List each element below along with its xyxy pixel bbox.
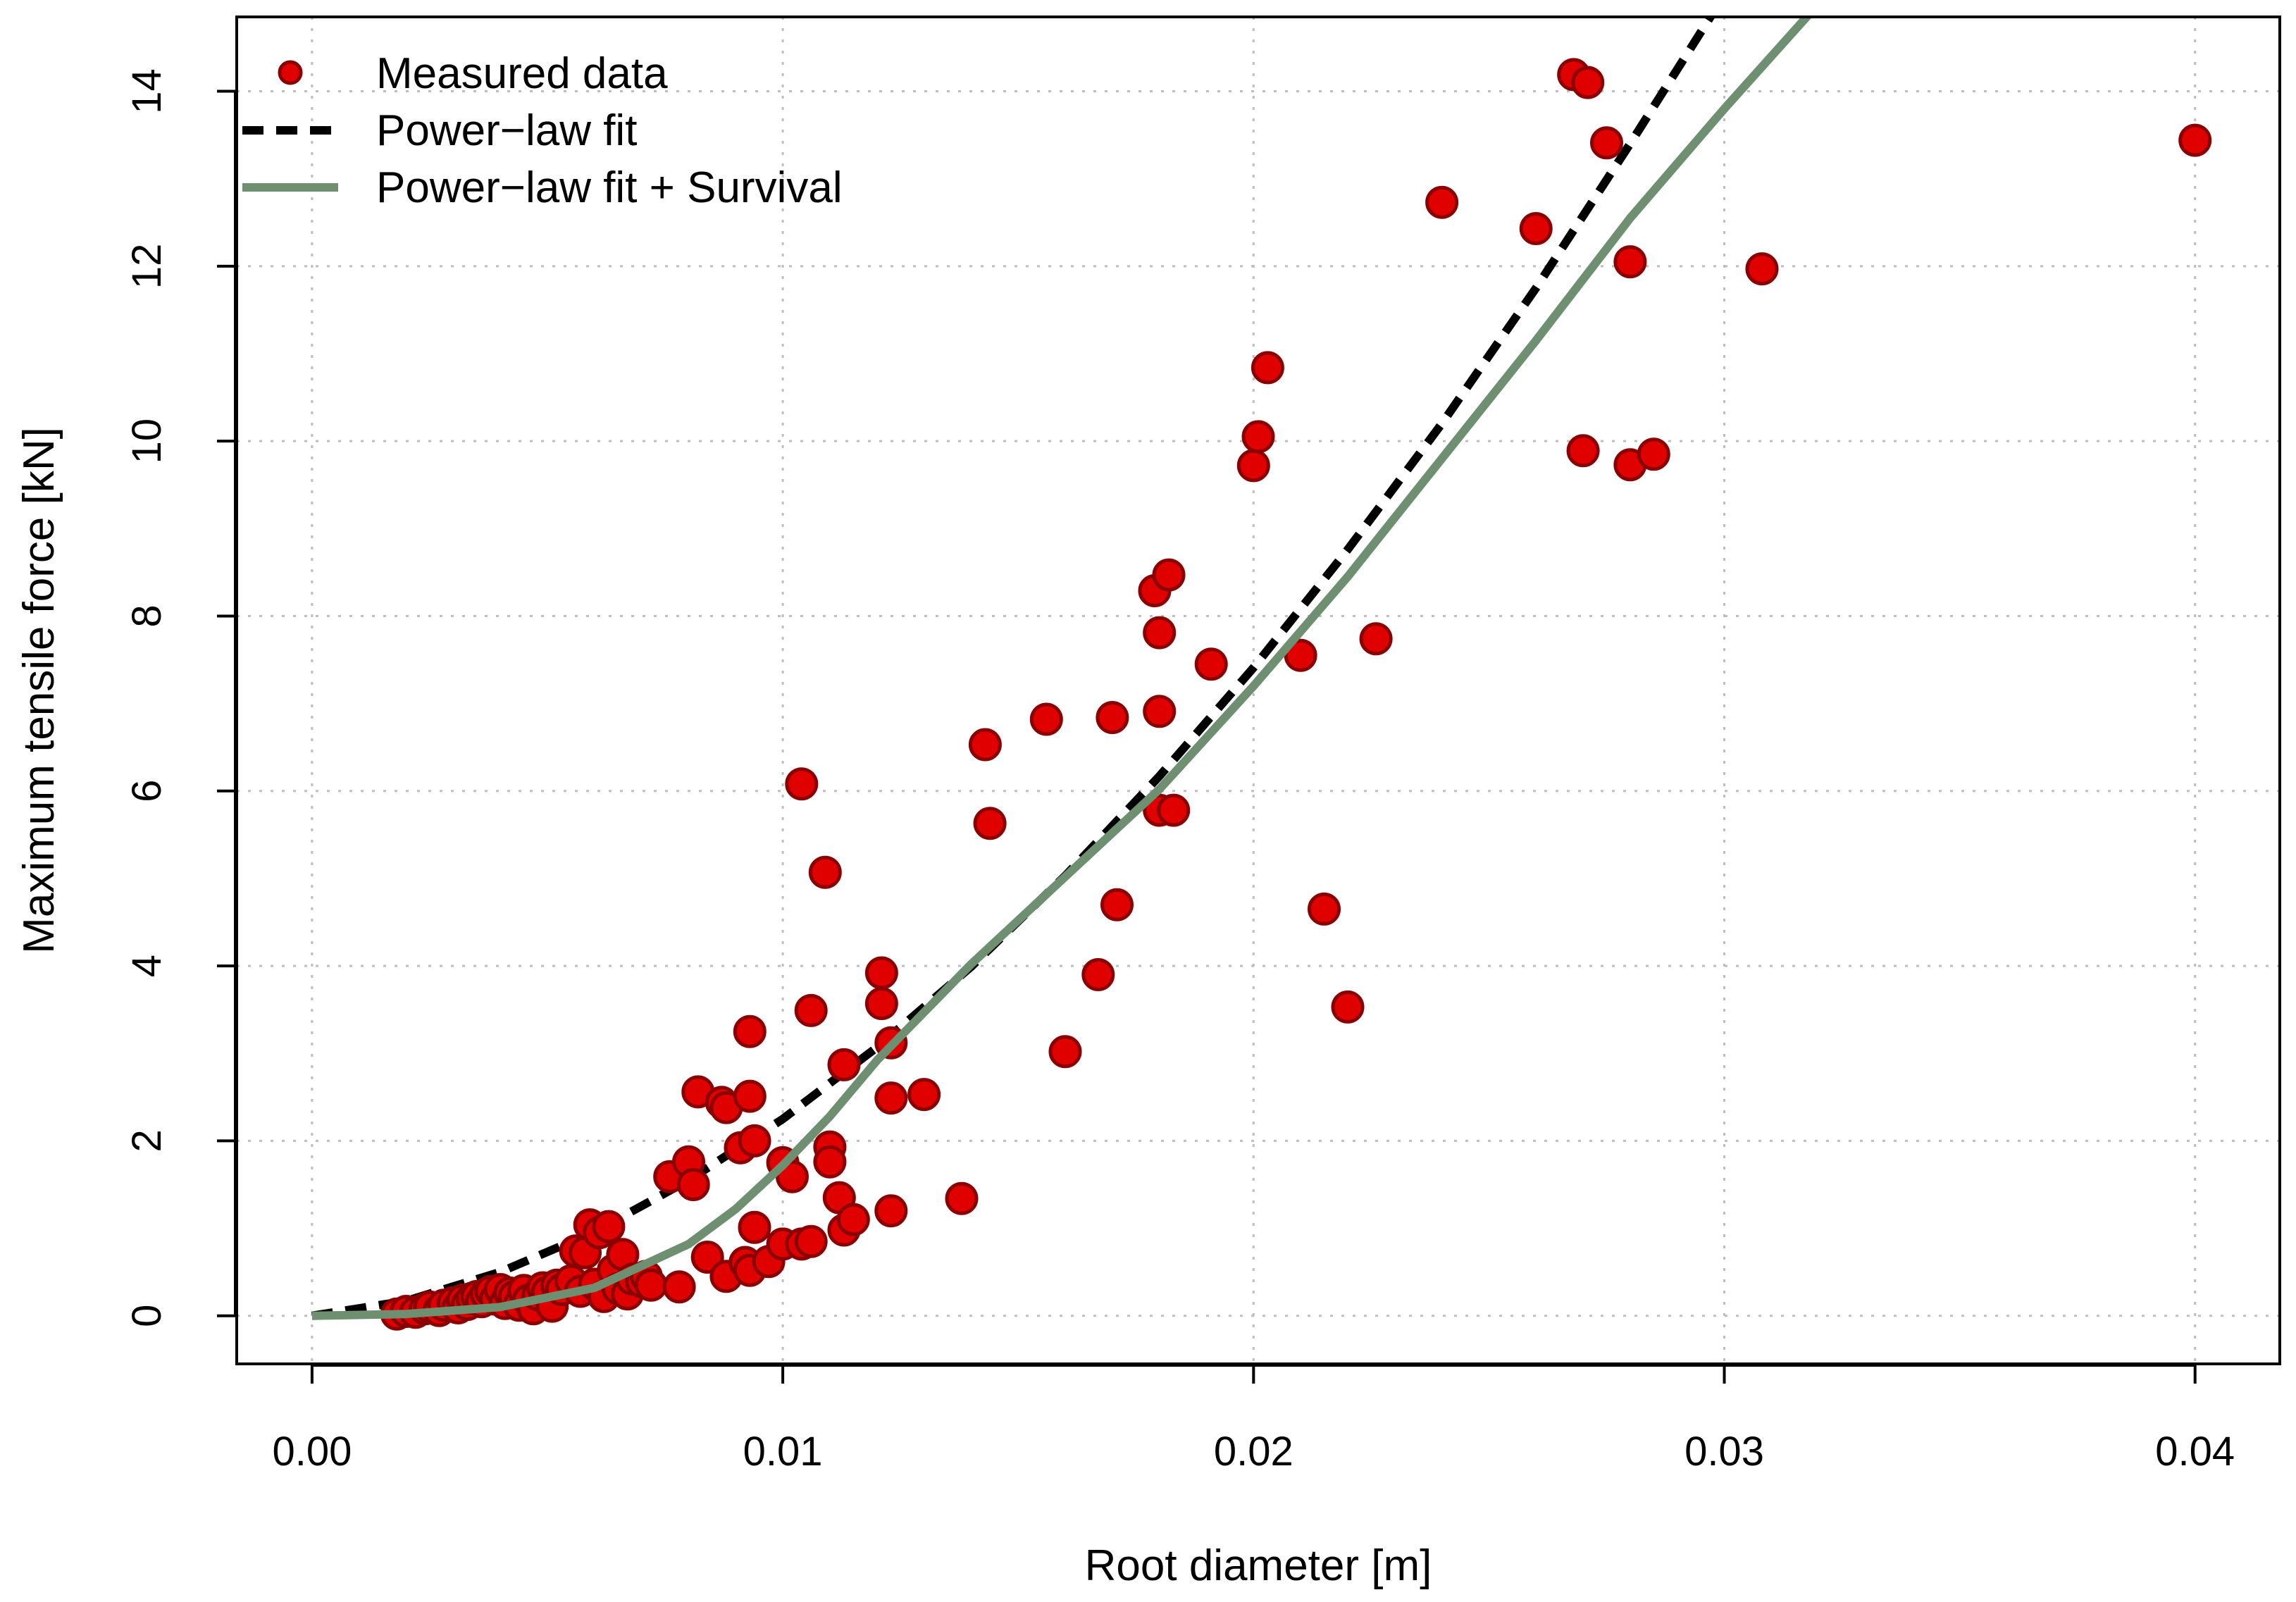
data-point <box>945 1181 979 1215</box>
data-point <box>1143 616 1177 650</box>
data-point <box>813 1145 847 1179</box>
y-tick-label: 0 <box>124 1305 170 1327</box>
data-point <box>1331 990 1365 1024</box>
data-point <box>1157 793 1191 827</box>
x-tick-label: 0.04 <box>2155 1429 2235 1474</box>
data-point <box>973 807 1007 840</box>
data-point <box>1308 892 1341 926</box>
y-tick-label: 10 <box>124 418 170 464</box>
data-point <box>634 1268 668 1302</box>
data-point <box>874 1081 908 1115</box>
legend-label-measured-data: Measured data <box>376 49 668 98</box>
data-point <box>1143 695 1177 728</box>
data-point <box>968 728 1002 762</box>
data-point <box>1048 1035 1082 1069</box>
data-point <box>1029 702 1063 736</box>
legend-label-power-law-survival: Power−law fit + Survival <box>376 163 843 212</box>
data-point <box>2178 123 2212 157</box>
data-point <box>864 987 898 1020</box>
x-tick-label: 0.02 <box>1214 1429 1293 1474</box>
data-point <box>662 1270 696 1304</box>
data-point <box>907 1078 941 1112</box>
data-point <box>738 1210 771 1244</box>
grid <box>237 17 2280 1364</box>
y-axis-title: Maximum tensile force [kN] <box>15 427 63 954</box>
y-tick-label: 12 <box>124 244 170 290</box>
y-tick-label: 6 <box>124 780 170 802</box>
data-point <box>1100 888 1134 921</box>
x-axis-title: Root diameter [m] <box>1085 1541 1432 1590</box>
x-tick-label: 0.03 <box>1684 1429 1764 1474</box>
legend-label-power-law-fit: Power−law fit <box>376 106 637 155</box>
data-point <box>1236 449 1270 483</box>
data-point <box>1637 437 1670 471</box>
data-point <box>1566 434 1600 468</box>
data-point <box>794 1224 828 1258</box>
x-tick-label: 0.00 <box>272 1429 352 1474</box>
y-tick-label: 2 <box>124 1129 170 1152</box>
y-tick-label: 14 <box>124 68 170 114</box>
series-layer <box>311 17 2212 1331</box>
data-point <box>1241 420 1275 454</box>
series-line-power-law-survival <box>311 17 1813 1320</box>
data-point <box>733 1014 767 1048</box>
y-tick-label: 8 <box>124 604 170 627</box>
data-point <box>827 1048 861 1081</box>
data-point <box>785 767 819 801</box>
data-point <box>738 1124 771 1157</box>
data-point <box>836 1203 870 1236</box>
data-point <box>592 1210 626 1243</box>
data-point <box>794 993 828 1027</box>
data-point <box>1613 245 1647 279</box>
legend-symbol-measured-data <box>278 60 303 85</box>
legend: Measured data Power−law fit Power−law fi… <box>242 49 843 212</box>
data-point <box>1284 638 1317 672</box>
data-point <box>1096 701 1129 734</box>
data-point <box>1152 558 1186 592</box>
x-tick-label: 0.01 <box>743 1429 823 1474</box>
data-point <box>733 1079 767 1113</box>
y-axis: 0 2 4 6 8 10 12 14 <box>124 68 237 1327</box>
data-point <box>1359 622 1393 656</box>
data-point <box>1425 185 1459 219</box>
data-point <box>1571 66 1605 99</box>
data-point <box>1590 126 1623 160</box>
data-point <box>864 956 898 990</box>
data-point <box>676 1168 710 1201</box>
data-point <box>808 855 842 889</box>
data-point <box>1194 647 1228 681</box>
x-axis: 0.00 0.01 0.02 0.03 0.04 <box>272 1364 2235 1474</box>
data-point <box>1745 252 1779 286</box>
data-point <box>1251 351 1284 385</box>
y-tick-label: 4 <box>124 955 170 977</box>
data-point <box>874 1194 908 1228</box>
data-point <box>1081 958 1115 991</box>
data-point <box>776 1160 809 1193</box>
data-point <box>1519 212 1553 245</box>
